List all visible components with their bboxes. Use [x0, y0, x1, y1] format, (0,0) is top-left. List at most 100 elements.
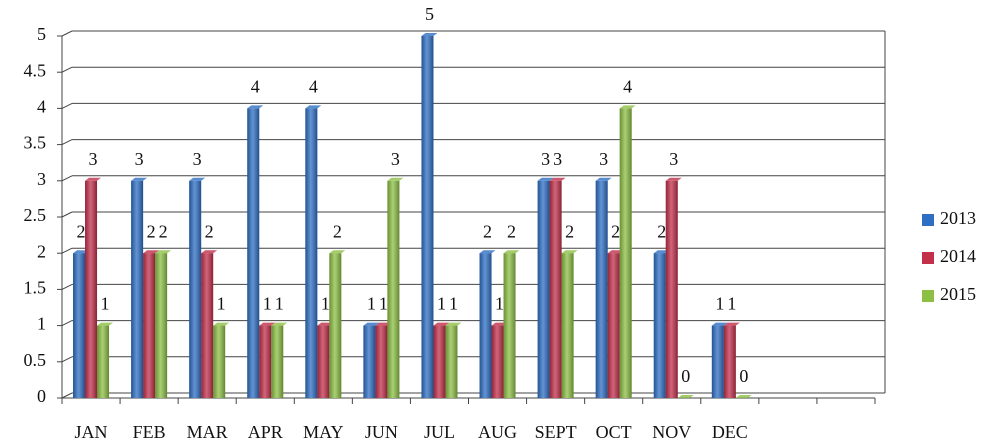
data-label: 1 [379, 294, 388, 314]
bar-top [387, 177, 404, 181]
bar-top [421, 33, 438, 36]
data-label: 3 [193, 149, 202, 169]
legend-swatch [922, 252, 934, 264]
data-label: 1 [275, 294, 284, 314]
x-tick-label: MAR [187, 422, 228, 442]
bar-top [143, 250, 160, 254]
bar-top [677, 395, 694, 398]
bar-top [723, 322, 740, 326]
grid-depth [61, 175, 73, 182]
y-tick-label: 4 [37, 97, 46, 117]
legend-label: 2015 [940, 284, 976, 304]
bar-shade [665, 180, 678, 398]
grid-depth [61, 356, 73, 363]
y-tick-label: 3.5 [24, 133, 47, 153]
bar-shade [131, 180, 144, 398]
bar-top [503, 250, 520, 254]
bar-top [271, 322, 288, 326]
data-label: 2 [147, 221, 156, 241]
x-tick-label: APR [248, 422, 283, 442]
grid-depth [61, 283, 73, 290]
x-tick-label: NOV [652, 422, 691, 442]
data-label: 2 [657, 221, 666, 241]
y-tick-label: 1 [37, 314, 46, 334]
bar-shade [445, 325, 458, 398]
bar-shade [85, 180, 98, 398]
data-label: 3 [541, 149, 550, 169]
y-tick-label: 0.5 [24, 350, 47, 370]
bar-shade [479, 253, 492, 398]
bar-shade [247, 108, 260, 399]
x-tick-label: JUL [424, 422, 455, 442]
y-tick-label: 1.5 [24, 278, 47, 298]
data-label: 1 [321, 294, 330, 314]
data-label: 2 [611, 221, 620, 241]
bar-top [97, 322, 114, 326]
bar-top [363, 322, 380, 326]
x-tick-label: AUG [478, 422, 517, 442]
bar-shade [607, 253, 620, 398]
grid-depth [61, 320, 73, 327]
bar-shade [189, 180, 202, 398]
grid-depth [61, 211, 73, 218]
bar-shade [595, 180, 608, 398]
x-tick-label: SEPT [535, 422, 577, 442]
legend-label: 2013 [940, 208, 976, 228]
bar-shade [363, 325, 376, 398]
x-tick-label: MAY [303, 422, 343, 442]
bar-top [665, 177, 682, 181]
bar-top [329, 250, 346, 254]
data-label: 1 [449, 294, 458, 314]
bar-top [189, 177, 206, 181]
data-label: 3 [135, 149, 144, 169]
data-label: 1 [715, 294, 724, 314]
bar-top [213, 322, 230, 326]
x-tick-label: OCT [596, 422, 632, 442]
data-label: 1 [727, 294, 736, 314]
bar-top [445, 322, 462, 326]
bar-top [259, 322, 276, 326]
bar-top [247, 105, 264, 109]
bar-top [433, 322, 450, 326]
data-label: 1 [263, 294, 272, 314]
x-tick-label: JUN [365, 422, 398, 442]
bar-shade [723, 325, 736, 398]
bar-shade [503, 253, 516, 398]
bar-shade [329, 253, 342, 398]
bar-shade [155, 253, 168, 398]
data-label: 0 [739, 366, 748, 386]
legend-swatch [922, 214, 934, 226]
grid-depth [61, 66, 73, 73]
grid-depth [61, 102, 73, 109]
x-tick-label: JAN [75, 422, 108, 442]
legend-label: 2014 [940, 246, 976, 266]
y-tick-label: 2 [37, 241, 46, 261]
bar-top [85, 177, 102, 181]
data-label: 2 [333, 221, 342, 241]
bar-shade [305, 108, 318, 399]
data-label: 0 [681, 366, 690, 386]
x-tick-label: FEB [133, 422, 166, 442]
bar-top [537, 177, 554, 181]
bar-shade [317, 325, 330, 398]
data-label: 2 [159, 221, 168, 241]
bar-top [131, 177, 148, 181]
bar-shade [201, 253, 214, 398]
grid-depth [61, 139, 73, 146]
bar-shade [213, 325, 226, 398]
y-tick-label: 2.5 [24, 205, 47, 225]
data-label: 1 [437, 294, 446, 314]
bar-shade [421, 36, 434, 398]
bar-shade [375, 325, 388, 398]
data-label: 3 [553, 149, 562, 169]
bar-top [735, 395, 752, 398]
data-label: 2 [483, 221, 492, 241]
y-tick-label: 0 [37, 386, 46, 406]
data-label: 4 [623, 77, 632, 97]
bar-top [549, 177, 566, 181]
data-label: 4 [251, 77, 260, 97]
bar-shade [73, 253, 86, 398]
data-label: 1 [495, 294, 504, 314]
bar-top [155, 250, 172, 254]
